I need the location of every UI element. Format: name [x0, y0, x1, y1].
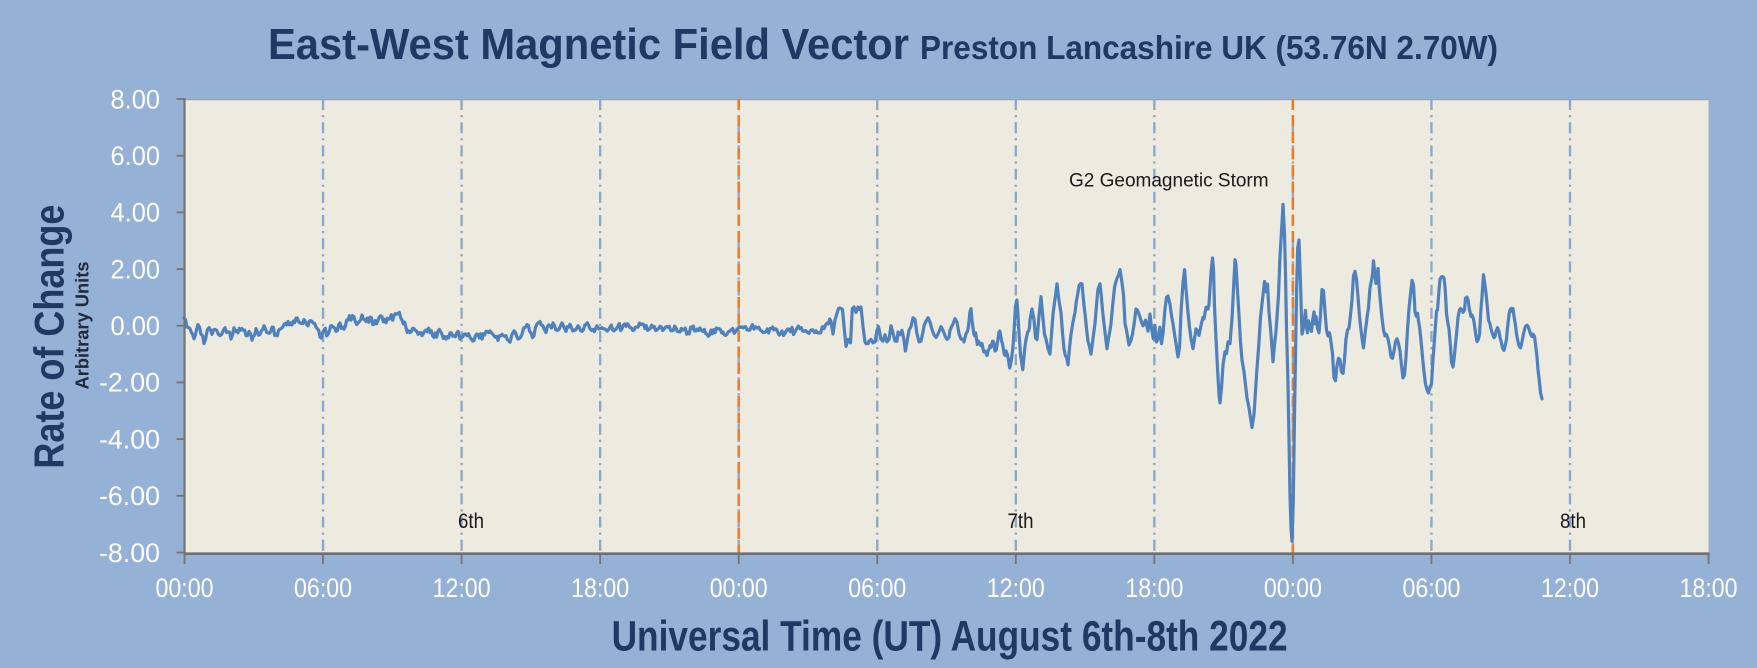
svg-text:12:00: 12:00: [1541, 573, 1599, 603]
svg-text:06:00: 06:00: [848, 573, 906, 603]
svg-text:2.00: 2.00: [111, 254, 161, 284]
svg-text:06:00: 06:00: [1402, 573, 1460, 603]
svg-text:0.00: 0.00: [111, 311, 161, 341]
svg-text:Rate of Change: Rate of Change: [25, 205, 72, 469]
svg-text:6.00: 6.00: [111, 141, 161, 171]
svg-text:Preston Lancashire UK (53.76N: Preston Lancashire UK (53.76N 2.70W): [920, 29, 1498, 66]
svg-text:00:00: 00:00: [710, 573, 768, 603]
svg-text:-6.00: -6.00: [99, 481, 160, 511]
svg-text:8.00: 8.00: [111, 84, 161, 114]
svg-text:-8.00: -8.00: [99, 538, 160, 568]
svg-text:12:00: 12:00: [433, 573, 491, 603]
svg-text:Universal Time (UT) August 6th: Universal Time (UT) August 6th-8th 2022: [612, 613, 1288, 661]
svg-text:-4.00: -4.00: [99, 424, 160, 454]
svg-text:7th: 7th: [1008, 510, 1034, 533]
svg-text:8th: 8th: [1560, 510, 1586, 533]
svg-text:18:00: 18:00: [1680, 573, 1738, 603]
svg-text:18:00: 18:00: [1125, 573, 1183, 603]
svg-text:18:00: 18:00: [571, 573, 629, 603]
svg-text:4.00: 4.00: [111, 198, 161, 228]
svg-text:00:00: 00:00: [1264, 573, 1322, 603]
svg-text:06:00: 06:00: [294, 573, 352, 603]
svg-text:East-West Magnetic Field Vecto: East-West Magnetic Field Vector: [268, 20, 909, 69]
svg-text:6th: 6th: [458, 510, 484, 533]
svg-text:Arbitrary Units: Arbitrary Units: [73, 262, 93, 390]
svg-text:-2.00: -2.00: [99, 368, 160, 398]
svg-text:G2 Geomagnetic Storm: G2 Geomagnetic Storm: [1069, 171, 1269, 192]
svg-text:00:00: 00:00: [156, 573, 214, 603]
svg-text:12:00: 12:00: [987, 573, 1045, 603]
